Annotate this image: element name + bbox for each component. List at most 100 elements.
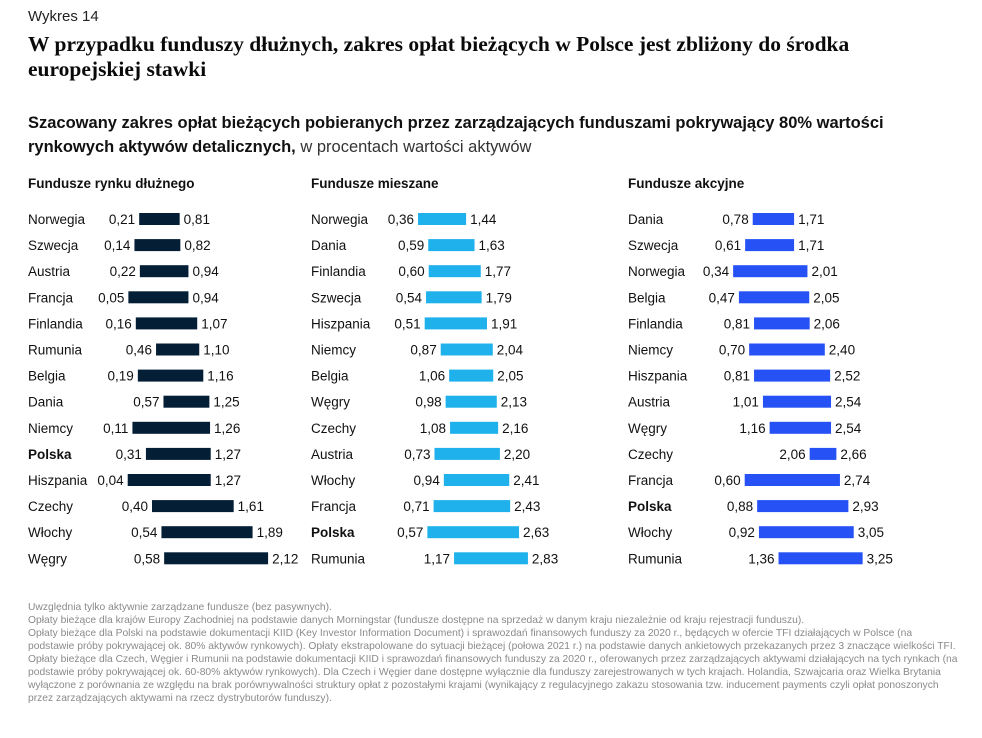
range-bar — [128, 291, 189, 304]
high-value-label: 2,06 — [814, 316, 840, 331]
low-value-label: 0,61 — [715, 238, 741, 253]
high-value-label: 2,41 — [513, 473, 539, 488]
range-bar — [454, 552, 528, 565]
footnote-2: Opłaty bieżące dla krajów Europy Zachodn… — [28, 615, 805, 626]
high-value-label: 3,05 — [858, 525, 884, 540]
low-value-label: 0,36 — [388, 212, 414, 227]
category-label: Czechy — [628, 447, 673, 462]
low-value-label: 0,11 — [103, 421, 128, 436]
low-value-label: 0,98 — [415, 395, 441, 410]
category-label: Węgry — [628, 421, 667, 436]
high-value-label: 2,20 — [504, 447, 530, 462]
range-bar — [139, 213, 180, 225]
low-value-label: 1,36 — [748, 551, 774, 566]
low-value-label: 0,71 — [403, 499, 429, 514]
low-value-label: 0,88 — [727, 499, 753, 514]
high-value-label: 2,05 — [813, 290, 839, 305]
high-value-label: 1,71 — [798, 238, 824, 253]
figure-label: Wykres 14 — [28, 8, 99, 25]
low-value-label: 0,87 — [410, 343, 436, 358]
low-value-label: 0,40 — [122, 499, 148, 514]
range-bar — [733, 265, 808, 278]
category-label: Dania — [628, 212, 664, 227]
category-label: Polska — [28, 447, 72, 462]
high-value-label: 1,10 — [203, 343, 229, 358]
low-value-label: 1,17 — [424, 551, 450, 566]
low-value-label: 0,57 — [397, 525, 423, 540]
low-value-label: 0,59 — [398, 238, 424, 253]
category-label: Norwegia — [28, 212, 86, 227]
category-label: Dania — [311, 238, 347, 253]
range-bar — [428, 239, 475, 252]
range-bar-charts: Norwegia 0,21 0,81 Szwecja 0,14 0,82 Austria 0,… — [28, 212, 893, 566]
category-label: Hiszpania — [28, 473, 88, 488]
category-label: Francja — [28, 290, 74, 305]
low-value-label: 1,01 — [733, 395, 759, 410]
range-bar — [418, 213, 467, 225]
low-value-label: 0,94 — [414, 473, 441, 488]
range-bar — [738, 291, 810, 304]
category-label: Polska — [311, 525, 355, 540]
panel-title-mixed: Fundusze mieszane — [311, 176, 439, 191]
high-value-label: 2,54 — [835, 395, 862, 410]
category-label: Szwecja — [28, 238, 79, 253]
range-bar — [434, 447, 500, 460]
low-value-label: 1,08 — [420, 421, 446, 436]
category-label: Czechy — [28, 499, 73, 514]
category-label: Włochy — [311, 473, 356, 488]
range-bar — [450, 421, 499, 434]
category-label: Włochy — [628, 525, 673, 540]
low-value-label: 0,54 — [396, 290, 423, 305]
panel-title-equity: Fundusze akcyjne — [628, 176, 745, 191]
high-value-label: 2,83 — [532, 551, 558, 566]
range-bar — [132, 421, 211, 434]
category-label: Austria — [311, 447, 354, 462]
range-bar — [135, 317, 198, 330]
high-value-label: 1,26 — [214, 421, 240, 436]
footnotes: Uwzględnia tylko aktywnie zarządzane fun… — [28, 601, 958, 705]
category-label: Norwegia — [628, 264, 686, 279]
category-label: Francja — [628, 473, 674, 488]
high-value-label: 1,16 — [207, 369, 233, 384]
footnote-3: Opłaty bieżące dla Polski na podstawie d… — [28, 628, 958, 704]
category-label: Belgia — [628, 290, 666, 305]
range-bar — [809, 447, 837, 460]
low-value-label: 0,31 — [116, 447, 142, 462]
range-bar — [445, 395, 497, 408]
low-value-label: 0,54 — [131, 525, 158, 540]
high-value-label: 2,12 — [272, 551, 298, 566]
range-bar — [754, 317, 810, 330]
range-bar — [754, 369, 831, 382]
high-value-label: 1,27 — [215, 447, 241, 462]
low-value-label: 0,58 — [134, 551, 160, 566]
high-value-label: 2,04 — [497, 343, 524, 358]
low-value-label: 0,19 — [108, 369, 134, 384]
high-value-label: 2,66 — [840, 447, 866, 462]
high-value-label: 1,63 — [479, 238, 505, 253]
category-label: Niemcy — [28, 421, 73, 436]
category-label: Rumunia — [628, 551, 683, 566]
range-bar — [161, 526, 253, 539]
range-bar — [443, 474, 510, 486]
high-value-label: 2,16 — [502, 421, 528, 436]
category-label: Szwecja — [311, 290, 362, 305]
low-value-label: 0,73 — [404, 447, 430, 462]
high-value-label: 1,79 — [486, 290, 512, 305]
low-value-label: 0,57 — [133, 395, 159, 410]
category-label: Francja — [311, 499, 357, 514]
category-label: Szwecja — [628, 238, 679, 253]
range-bar — [426, 291, 482, 304]
range-bar — [428, 265, 481, 278]
high-value-label: 0,82 — [184, 238, 210, 253]
high-value-label: 1,77 — [485, 264, 511, 279]
high-value-label: 1,89 — [257, 525, 283, 540]
high-value-label: 1,27 — [215, 473, 241, 488]
low-value-label: 2,06 — [779, 447, 805, 462]
subtitle-unit: w procentach wartości aktywów — [295, 138, 532, 156]
low-value-label: 1,16 — [739, 421, 765, 436]
high-value-label: 2,74 — [844, 473, 871, 488]
range-bar — [427, 526, 520, 539]
category-label: Włochy — [28, 525, 73, 540]
range-bar — [778, 552, 863, 565]
chart-subtitle: Szacowany zakres opłat bieżących pobiera… — [28, 111, 958, 159]
